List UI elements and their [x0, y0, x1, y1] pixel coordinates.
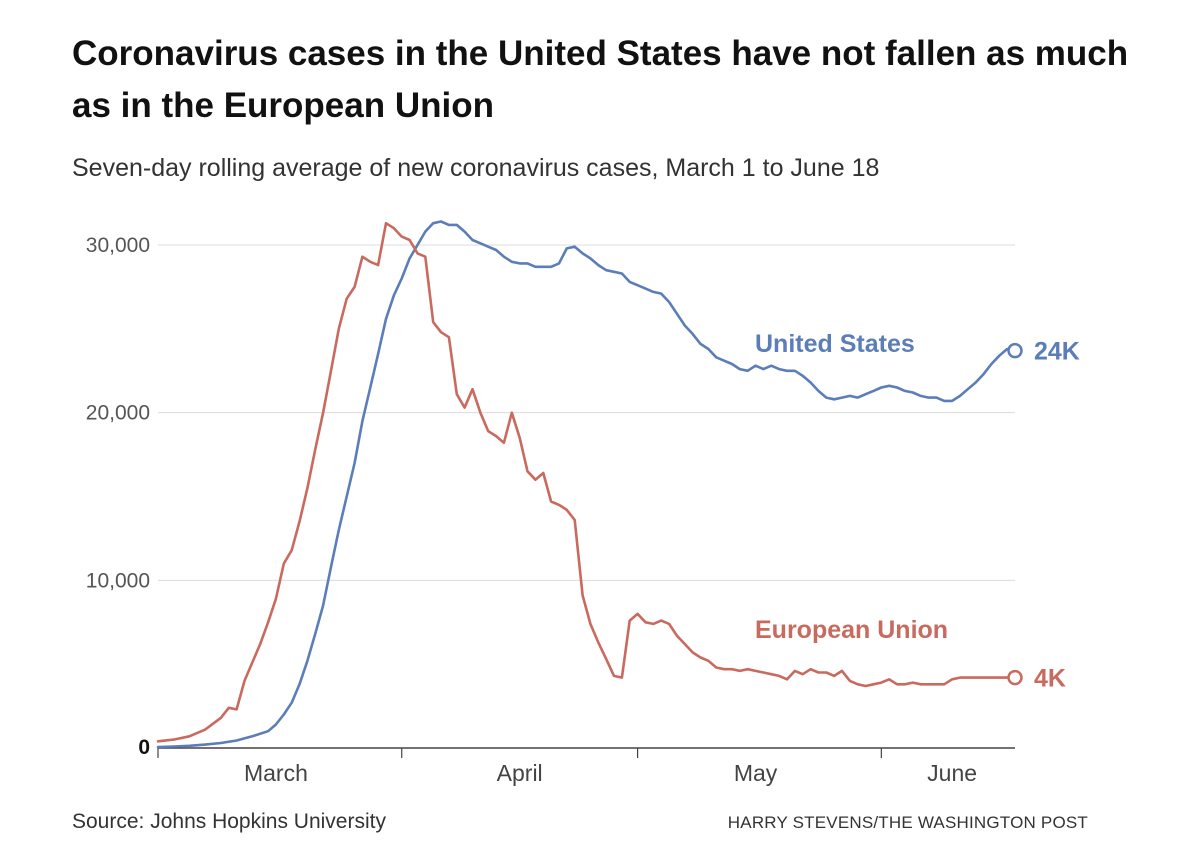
credit-note: HARRY STEVENS/THE WASHINGTON POST — [727, 813, 1088, 832]
y-tick-label: 30,000 — [86, 234, 150, 257]
chart-title: Coronavirus cases in the United States h… — [72, 34, 1129, 125]
series-line-european-union — [156, 221, 1017, 743]
series-end-label: 24K — [1034, 338, 1080, 366]
gridlines — [158, 244, 1015, 581]
series-line-united-states — [156, 220, 1017, 749]
y-tick-label: 10,000 — [86, 569, 150, 592]
y-tick-label: 20,000 — [86, 402, 150, 425]
line-chart: 0 10,000 20,000 30,000 March April May June 24… — [86, 220, 1080, 786]
source-note: Source: Johns Hopkins University — [72, 810, 386, 833]
y-axis-ticks: 0 10,000 20,000 30,000 — [86, 234, 150, 759]
x-tick-label: April — [497, 760, 543, 786]
series-end-marker — [1007, 669, 1023, 686]
series-name-label: United States — [755, 330, 915, 358]
series-name-label: European Union — [755, 616, 948, 644]
series-lines — [156, 220, 1023, 749]
x-tick-label: June — [927, 760, 977, 786]
x-tick-label: March — [244, 760, 308, 786]
series-end-marker — [1007, 342, 1023, 359]
y-tick-label: 0 — [138, 736, 150, 759]
x-tick-label: May — [734, 760, 778, 786]
chart-subtitle: Seven-day rolling average of new coronav… — [72, 154, 880, 182]
x-axis: March April May June — [157, 747, 1015, 786]
series-end-label: 4K — [1034, 665, 1066, 693]
series-labels: 24K United States 4K European Union — [755, 330, 1080, 693]
